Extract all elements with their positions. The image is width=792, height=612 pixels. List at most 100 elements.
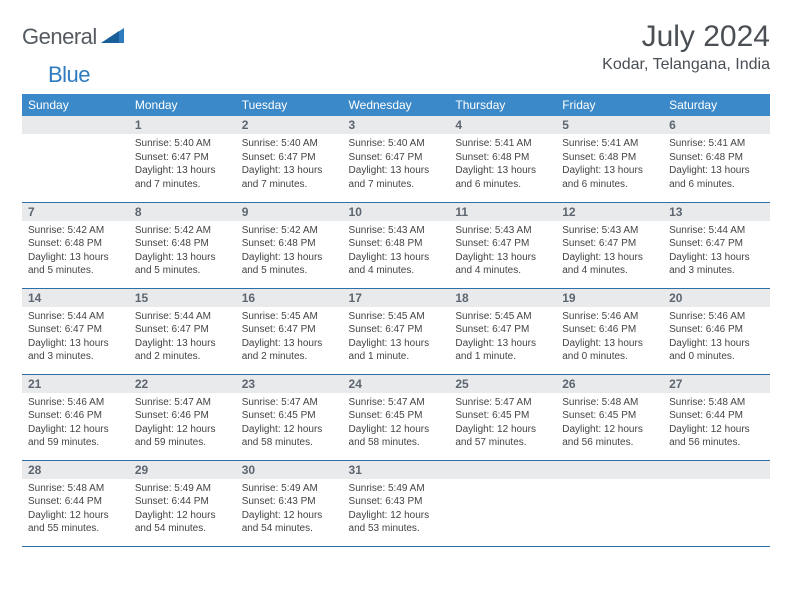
- sunrise-line: Sunrise: 5:40 AM: [349, 137, 444, 151]
- day-content: Sunrise: 5:45 AMSunset: 6:47 PMDaylight:…: [343, 307, 450, 368]
- day-number: 12: [556, 203, 663, 221]
- day-number: 5: [556, 116, 663, 134]
- sunset-line: Sunset: 6:47 PM: [135, 151, 230, 165]
- calendar-body: 1Sunrise: 5:40 AMSunset: 6:47 PMDaylight…: [22, 116, 770, 546]
- brand-part2: Blue: [48, 62, 90, 87]
- daylight-line: Daylight: 13 hours and 1 minute.: [455, 337, 550, 364]
- sunset-line: Sunset: 6:48 PM: [455, 151, 550, 165]
- sunrise-line: Sunrise: 5:41 AM: [669, 137, 764, 151]
- sunrise-line: Sunrise: 5:40 AM: [242, 137, 337, 151]
- day-content: Sunrise: 5:45 AMSunset: 6:47 PMDaylight:…: [449, 307, 556, 368]
- daylight-line: Daylight: 13 hours and 7 minutes.: [242, 164, 337, 191]
- sunrise-line: Sunrise: 5:48 AM: [669, 396, 764, 410]
- sunset-line: Sunset: 6:43 PM: [349, 495, 444, 509]
- daylight-line: Daylight: 13 hours and 6 minutes.: [455, 164, 550, 191]
- sunrise-line: Sunrise: 5:47 AM: [455, 396, 550, 410]
- sunset-line: Sunset: 6:47 PM: [669, 237, 764, 251]
- day-content: Sunrise: 5:47 AMSunset: 6:45 PMDaylight:…: [236, 393, 343, 454]
- calendar-day-cell: 28Sunrise: 5:48 AMSunset: 6:44 PMDayligh…: [22, 460, 129, 546]
- logo-triangle-icon: [101, 26, 125, 49]
- day-content: Sunrise: 5:41 AMSunset: 6:48 PMDaylight:…: [556, 134, 663, 195]
- day-content: Sunrise: 5:43 AMSunset: 6:47 PMDaylight:…: [556, 221, 663, 282]
- daylight-line: Daylight: 12 hours and 59 minutes.: [135, 423, 230, 450]
- day-number: 8: [129, 203, 236, 221]
- day-number: 21: [22, 375, 129, 393]
- sunrise-line: Sunrise: 5:45 AM: [242, 310, 337, 324]
- calendar-day-cell: 2Sunrise: 5:40 AMSunset: 6:47 PMDaylight…: [236, 116, 343, 202]
- day-number: 13: [663, 203, 770, 221]
- calendar-day-cell: 12Sunrise: 5:43 AMSunset: 6:47 PMDayligh…: [556, 202, 663, 288]
- day-content-empty: [22, 134, 129, 184]
- daylight-line: Daylight: 12 hours and 58 minutes.: [349, 423, 444, 450]
- sunrise-line: Sunrise: 5:47 AM: [135, 396, 230, 410]
- daylight-line: Daylight: 12 hours and 56 minutes.: [669, 423, 764, 450]
- sunrise-line: Sunrise: 5:46 AM: [669, 310, 764, 324]
- calendar-day-cell: 18Sunrise: 5:45 AMSunset: 6:47 PMDayligh…: [449, 288, 556, 374]
- day-number: 17: [343, 289, 450, 307]
- day-number: 29: [129, 461, 236, 479]
- sunset-line: Sunset: 6:44 PM: [28, 495, 123, 509]
- sunset-line: Sunset: 6:46 PM: [669, 323, 764, 337]
- day-content: Sunrise: 5:49 AMSunset: 6:43 PMDaylight:…: [236, 479, 343, 540]
- daylight-line: Daylight: 13 hours and 5 minutes.: [242, 251, 337, 278]
- sunrise-line: Sunrise: 5:42 AM: [135, 224, 230, 238]
- calendar-day-cell: 8Sunrise: 5:42 AMSunset: 6:48 PMDaylight…: [129, 202, 236, 288]
- day-content: Sunrise: 5:49 AMSunset: 6:43 PMDaylight:…: [343, 479, 450, 540]
- day-content: Sunrise: 5:40 AMSunset: 6:47 PMDaylight:…: [129, 134, 236, 195]
- day-content: Sunrise: 5:48 AMSunset: 6:45 PMDaylight:…: [556, 393, 663, 454]
- sunset-line: Sunset: 6:47 PM: [242, 323, 337, 337]
- daylight-line: Daylight: 13 hours and 7 minutes.: [349, 164, 444, 191]
- day-content-empty: [449, 479, 556, 529]
- sunrise-line: Sunrise: 5:46 AM: [28, 396, 123, 410]
- day-number: 16: [236, 289, 343, 307]
- calendar-day-cell: 26Sunrise: 5:48 AMSunset: 6:45 PMDayligh…: [556, 374, 663, 460]
- calendar-day-cell: 15Sunrise: 5:44 AMSunset: 6:47 PMDayligh…: [129, 288, 236, 374]
- calendar-day-cell: 20 Sunrise: 5:46 AMSunset: 6:46 PMDayligh…: [663, 288, 770, 374]
- day-content: Sunrise: 5:43 AMSunset: 6:47 PMDaylight:…: [449, 221, 556, 282]
- day-number: 4: [449, 116, 556, 134]
- day-content: Sunrise: 5:45 AMSunset: 6:47 PMDaylight:…: [236, 307, 343, 368]
- calendar-day-cell: 29Sunrise: 5:49 AMSunset: 6:44 PMDayligh…: [129, 460, 236, 546]
- daylight-line: Daylight: 13 hours and 7 minutes.: [135, 164, 230, 191]
- day-content: Sunrise: 5:41 AMSunset: 6:48 PMDaylight:…: [663, 134, 770, 195]
- day-number: 20: [663, 289, 770, 307]
- calendar-week-row: 1Sunrise: 5:40 AMSunset: 6:47 PMDaylight…: [22, 116, 770, 202]
- sunrise-line: Sunrise: 5:44 AM: [669, 224, 764, 238]
- day-number: 6: [663, 116, 770, 134]
- location-label: Kodar, Telangana, India: [602, 56, 770, 74]
- day-content-empty: [663, 479, 770, 529]
- calendar-day-cell: 21Sunrise: 5:46 AMSunset: 6:46 PMDayligh…: [22, 374, 129, 460]
- daylight-line: Daylight: 12 hours and 53 minutes.: [349, 509, 444, 536]
- day-number: 9: [236, 203, 343, 221]
- daylight-line: Daylight: 13 hours and 2 minutes.: [135, 337, 230, 364]
- sunset-line: Sunset: 6:46 PM: [562, 323, 657, 337]
- sunset-line: Sunset: 6:48 PM: [669, 151, 764, 165]
- calendar-day-cell: 4Sunrise: 5:41 AMSunset: 6:48 PMDaylight…: [449, 116, 556, 202]
- sunrise-line: Sunrise: 5:49 AM: [242, 482, 337, 496]
- day-content: Sunrise: 5:46 AMSunset: 6:46 PMDaylight:…: [556, 307, 663, 368]
- daylight-line: Daylight: 13 hours and 3 minutes.: [669, 251, 764, 278]
- day-number: 25: [449, 375, 556, 393]
- calendar-day-cell: 27Sunrise: 5:48 AMSunset: 6:44 PMDayligh…: [663, 374, 770, 460]
- sunset-line: Sunset: 6:45 PM: [242, 409, 337, 423]
- daylight-line: Daylight: 13 hours and 5 minutes.: [28, 251, 123, 278]
- sunset-line: Sunset: 6:47 PM: [349, 151, 444, 165]
- daylight-line: Daylight: 12 hours and 54 minutes.: [242, 509, 337, 536]
- calendar-empty-cell: [449, 460, 556, 546]
- sunset-line: Sunset: 6:47 PM: [455, 237, 550, 251]
- sunrise-line: Sunrise: 5:45 AM: [349, 310, 444, 324]
- sunrise-line: Sunrise: 5:43 AM: [562, 224, 657, 238]
- sunset-line: Sunset: 6:48 PM: [28, 237, 123, 251]
- daylight-line: Daylight: 13 hours and 0 minutes.: [669, 337, 764, 364]
- weekday-header: Friday: [556, 94, 663, 116]
- day-number: 30: [236, 461, 343, 479]
- day-number: 23: [236, 375, 343, 393]
- calendar-day-cell: 25Sunrise: 5:47 AMSunset: 6:45 PMDayligh…: [449, 374, 556, 460]
- daylight-line: Daylight: 13 hours and 6 minutes.: [669, 164, 764, 191]
- daylight-line: Daylight: 13 hours and 4 minutes.: [455, 251, 550, 278]
- sunset-line: Sunset: 6:47 PM: [242, 151, 337, 165]
- calendar-week-row: 28Sunrise: 5:48 AMSunset: 6:44 PMDayligh…: [22, 460, 770, 546]
- calendar-day-cell: 1Sunrise: 5:40 AMSunset: 6:47 PMDaylight…: [129, 116, 236, 202]
- sunrise-line: Sunrise: 5:43 AM: [455, 224, 550, 238]
- day-number-empty: [22, 116, 129, 134]
